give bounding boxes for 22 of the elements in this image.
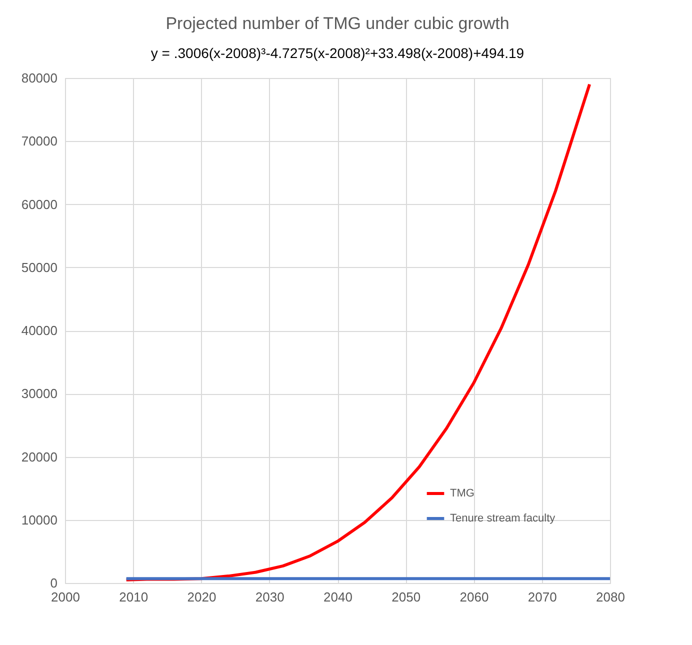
x-tick-label: 2080 [596, 590, 625, 604]
x-tick-label: 2070 [528, 590, 557, 604]
text: y = .3006(x-2008)³-4.7275(x-2008)²+33.498(x-2008)+494.19 [150, 45, 524, 61]
y-tick-label: 30000 [21, 386, 58, 402]
legend-label: Tenure stream faculty [450, 512, 556, 524]
y-tick-label: 80000 [21, 70, 58, 86]
x-tick-label: 2050 [392, 590, 421, 604]
y-tick-label: 10000 [21, 512, 58, 528]
x-tick-label: 2010 [119, 590, 148, 604]
legend-label: TMG [450, 488, 474, 500]
x-tick-label: 2020 [187, 590, 216, 604]
x-tick-label: 2030 [255, 590, 284, 604]
x-tick-label: 2040 [324, 590, 352, 604]
chart-title: Projected number of TMG under cubic growth [166, 14, 510, 33]
y-tick-label: 70000 [21, 134, 58, 149]
y-tick-label: 60000 [21, 196, 58, 212]
y-tick-label: 40000 [21, 323, 58, 338]
x-tick-label: 2060 [460, 590, 489, 604]
y-tick-label: 0 [50, 576, 58, 590]
y-tick-label: 20000 [21, 449, 58, 464]
y-tick-label: 50000 [21, 260, 58, 275]
x-tick-label: 2000 [51, 590, 80, 604]
